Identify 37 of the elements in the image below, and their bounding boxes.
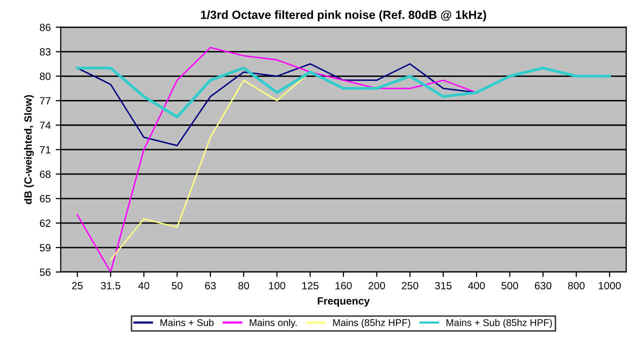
x-tick-label: 250 bbox=[402, 282, 418, 290]
y-tick-label: 62 bbox=[40, 220, 50, 227]
x-tick-label: 63 bbox=[205, 282, 216, 290]
y-tick-label: 71 bbox=[40, 146, 50, 154]
legend-label: Mains + Sub bbox=[160, 318, 214, 326]
x-tick-label: 800 bbox=[568, 282, 585, 290]
x-tick-label: 200 bbox=[368, 282, 386, 290]
legend-label: Mains + Sub (85hz HPF) bbox=[446, 318, 552, 328]
y-tick-label: 56 bbox=[40, 268, 51, 276]
x-tick-label: 80 bbox=[238, 282, 250, 290]
x-tick-label: 1000 bbox=[598, 282, 621, 290]
y-tick-label: 86 bbox=[40, 24, 51, 32]
x-tick-label: 100 bbox=[269, 282, 286, 290]
y-axis-title: dB (C-weighted, Slow) bbox=[24, 95, 34, 204]
y-tick-label: 80 bbox=[40, 72, 51, 80]
y-tick-label: 65 bbox=[40, 195, 51, 202]
legend-label: Mains only. bbox=[250, 318, 297, 328]
y-tick-label: 77 bbox=[40, 97, 50, 104]
x-tick-label: 25 bbox=[72, 282, 83, 290]
x-tick-label: 40 bbox=[138, 282, 150, 290]
x-tick-label: 50 bbox=[172, 282, 183, 290]
legend-label: Mains (85hz HPF) bbox=[333, 318, 410, 328]
x-tick-label: 500 bbox=[502, 282, 518, 290]
x-tick-label: 31.5 bbox=[100, 282, 120, 290]
y-tick-label: 59 bbox=[40, 244, 50, 252]
x-tick-label: 160 bbox=[336, 282, 352, 290]
y-tick-label: 74 bbox=[40, 122, 51, 129]
x-tick-label: 125 bbox=[302, 282, 318, 290]
y-tick-label: 68 bbox=[40, 170, 51, 178]
y-tick-label: 83 bbox=[40, 48, 51, 56]
x-tick-label: 315 bbox=[434, 282, 452, 290]
x-axis-title: Frequency bbox=[318, 297, 370, 307]
x-tick-label: 400 bbox=[468, 282, 485, 290]
line-series bbox=[76, 66, 611, 118]
x-tick-label: 630 bbox=[534, 282, 552, 290]
line-series bbox=[76, 46, 478, 272]
chart-title: 1/3rd Octave filtered pink noise (Ref. 80dB @ 1kHz) bbox=[201, 10, 486, 22]
